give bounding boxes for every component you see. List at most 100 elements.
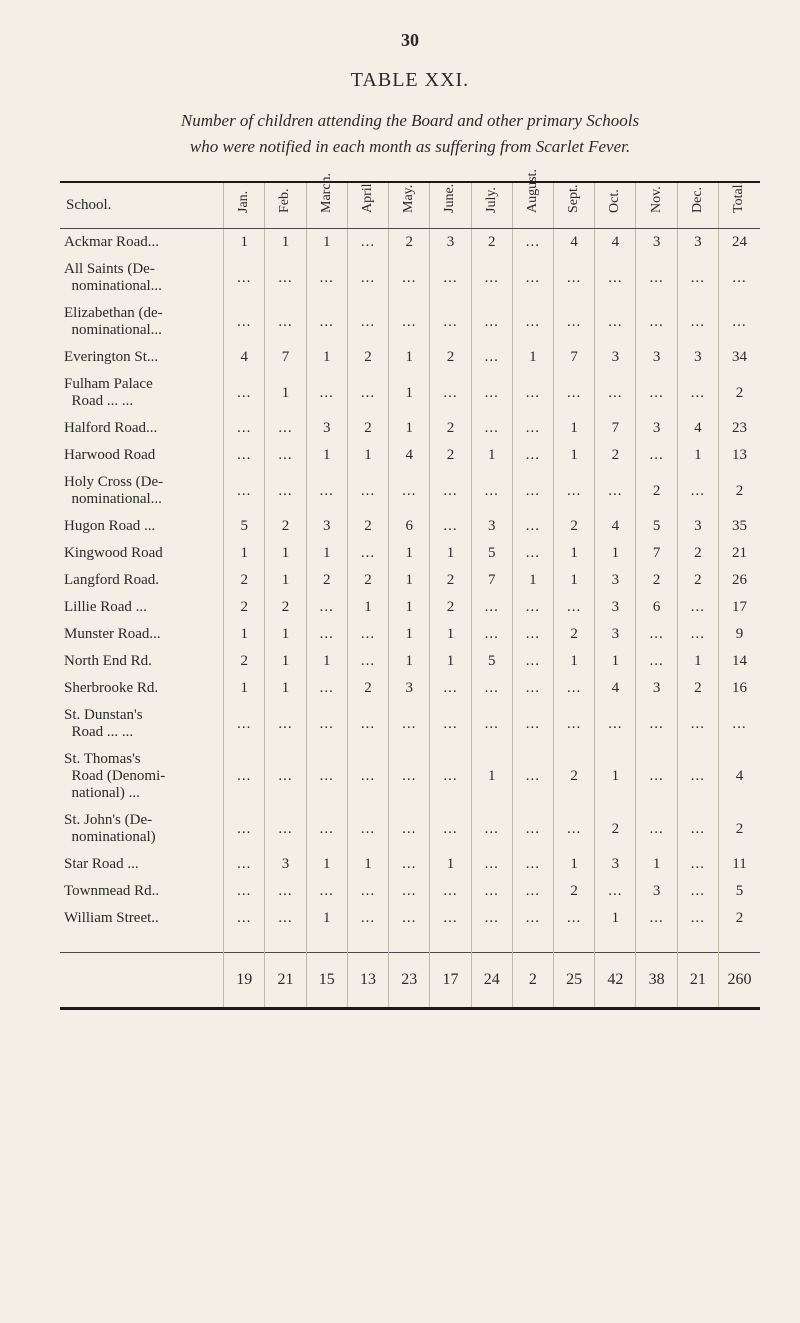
cell: ... bbox=[306, 675, 347, 702]
cell: ... bbox=[512, 594, 553, 621]
table-row: Hugon Road ...52326...3...245335 bbox=[60, 513, 760, 540]
cell: ... bbox=[347, 648, 388, 675]
cell: ... bbox=[389, 702, 430, 746]
table-row: Ackmar Road...111...232...443324 bbox=[60, 229, 760, 257]
totals-cell: 2 bbox=[512, 953, 553, 1009]
cell: 3 bbox=[677, 229, 718, 257]
table-row: Harwood Road......11421...12...113 bbox=[60, 442, 760, 469]
cell: 5 bbox=[471, 540, 512, 567]
cell: ... bbox=[512, 229, 553, 257]
row-label: Fulham Palace Road ... ... bbox=[60, 371, 224, 415]
cell: 3 bbox=[306, 415, 347, 442]
header-total: Total. bbox=[718, 182, 760, 229]
cell: ... bbox=[512, 300, 553, 344]
cell: ... bbox=[347, 300, 388, 344]
header-feb: Feb. bbox=[265, 182, 306, 229]
cell: 1 bbox=[265, 621, 306, 648]
cell: 1 bbox=[553, 851, 594, 878]
cell: ... bbox=[306, 300, 347, 344]
cell: 1 bbox=[306, 905, 347, 932]
table-row: Everington St...471212...1733334 bbox=[60, 344, 760, 371]
cell: ... bbox=[636, 648, 677, 675]
table-row: Sherbrooke Rd.11...23............43216 bbox=[60, 675, 760, 702]
cell: 1 bbox=[265, 648, 306, 675]
cell: ... bbox=[224, 442, 265, 469]
cell: 2 bbox=[718, 807, 760, 851]
cell: 1 bbox=[306, 851, 347, 878]
cell: 4 bbox=[389, 442, 430, 469]
cell: ... bbox=[430, 746, 471, 807]
cell: ... bbox=[430, 807, 471, 851]
header-oct: Oct. bbox=[595, 182, 636, 229]
cell: ... bbox=[512, 648, 553, 675]
cell: ... bbox=[347, 540, 388, 567]
cell: ... bbox=[306, 594, 347, 621]
cell: 16 bbox=[718, 675, 760, 702]
cell: 1 bbox=[306, 229, 347, 257]
document-page: 30 TABLE XXI. Number of children attendi… bbox=[0, 0, 800, 1323]
cell: ... bbox=[430, 905, 471, 932]
cell: ... bbox=[224, 702, 265, 746]
cell: 2 bbox=[718, 469, 760, 513]
cell: 4 bbox=[553, 229, 594, 257]
cell: ... bbox=[224, 905, 265, 932]
cell: 21 bbox=[718, 540, 760, 567]
totals-cell: 42 bbox=[595, 953, 636, 1009]
cell: 5 bbox=[636, 513, 677, 540]
cell: 1 bbox=[389, 344, 430, 371]
cell: 1 bbox=[347, 851, 388, 878]
cell: ... bbox=[389, 905, 430, 932]
cell: ... bbox=[224, 851, 265, 878]
cell: 3 bbox=[595, 621, 636, 648]
cell: 1 bbox=[553, 442, 594, 469]
cell: ... bbox=[677, 256, 718, 300]
cell: ... bbox=[265, 469, 306, 513]
cell: 1 bbox=[306, 442, 347, 469]
table-row: Langford Road.21221271132226 bbox=[60, 567, 760, 594]
cell: 24 bbox=[718, 229, 760, 257]
cell: ... bbox=[347, 469, 388, 513]
cell: ... bbox=[677, 807, 718, 851]
cell: ... bbox=[677, 300, 718, 344]
cell: ... bbox=[718, 300, 760, 344]
table-row: St. Thomas's Road (Denomi- national) ...… bbox=[60, 746, 760, 807]
cell: ... bbox=[636, 746, 677, 807]
cell: 3 bbox=[636, 878, 677, 905]
totals-cell: 13 bbox=[347, 953, 388, 1009]
row-label: Kingwood Road bbox=[60, 540, 224, 567]
totals-cell: 24 bbox=[471, 953, 512, 1009]
cell: 2 bbox=[677, 675, 718, 702]
row-label: Lillie Road ... bbox=[60, 594, 224, 621]
cell: ... bbox=[595, 300, 636, 344]
cell: 4 bbox=[677, 415, 718, 442]
cell: ... bbox=[347, 807, 388, 851]
cell: 1 bbox=[595, 746, 636, 807]
cell: 1 bbox=[389, 567, 430, 594]
cell: 2 bbox=[224, 594, 265, 621]
row-label: St. Dunstan's Road ... ... bbox=[60, 702, 224, 746]
cell: 3 bbox=[636, 344, 677, 371]
cell: 23 bbox=[718, 415, 760, 442]
cell: ... bbox=[553, 469, 594, 513]
cell: 1 bbox=[306, 540, 347, 567]
cell: ... bbox=[471, 415, 512, 442]
cell: 2 bbox=[265, 513, 306, 540]
cell: ... bbox=[306, 256, 347, 300]
cell: ... bbox=[512, 540, 553, 567]
cell: ... bbox=[265, 256, 306, 300]
cell: 1 bbox=[430, 540, 471, 567]
cell: ... bbox=[430, 513, 471, 540]
row-label: Star Road ... bbox=[60, 851, 224, 878]
cell: 2 bbox=[430, 594, 471, 621]
cell: 2 bbox=[553, 513, 594, 540]
row-label: Ackmar Road... bbox=[60, 229, 224, 257]
cell: 1 bbox=[595, 540, 636, 567]
cell: ... bbox=[512, 256, 553, 300]
cell: 2 bbox=[265, 594, 306, 621]
cell: ... bbox=[347, 621, 388, 648]
cell: 7 bbox=[471, 567, 512, 594]
cell: ... bbox=[512, 442, 553, 469]
table-row: Townmead Rd..........................2..… bbox=[60, 878, 760, 905]
cell: ... bbox=[677, 371, 718, 415]
cell: ... bbox=[306, 807, 347, 851]
